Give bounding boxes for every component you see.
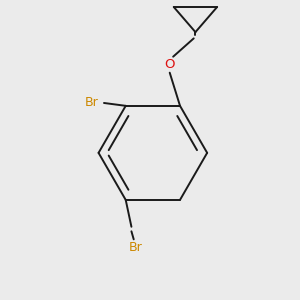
Text: Br: Br [85,97,98,110]
Text: O: O [164,58,175,71]
Text: Br: Br [129,241,143,254]
